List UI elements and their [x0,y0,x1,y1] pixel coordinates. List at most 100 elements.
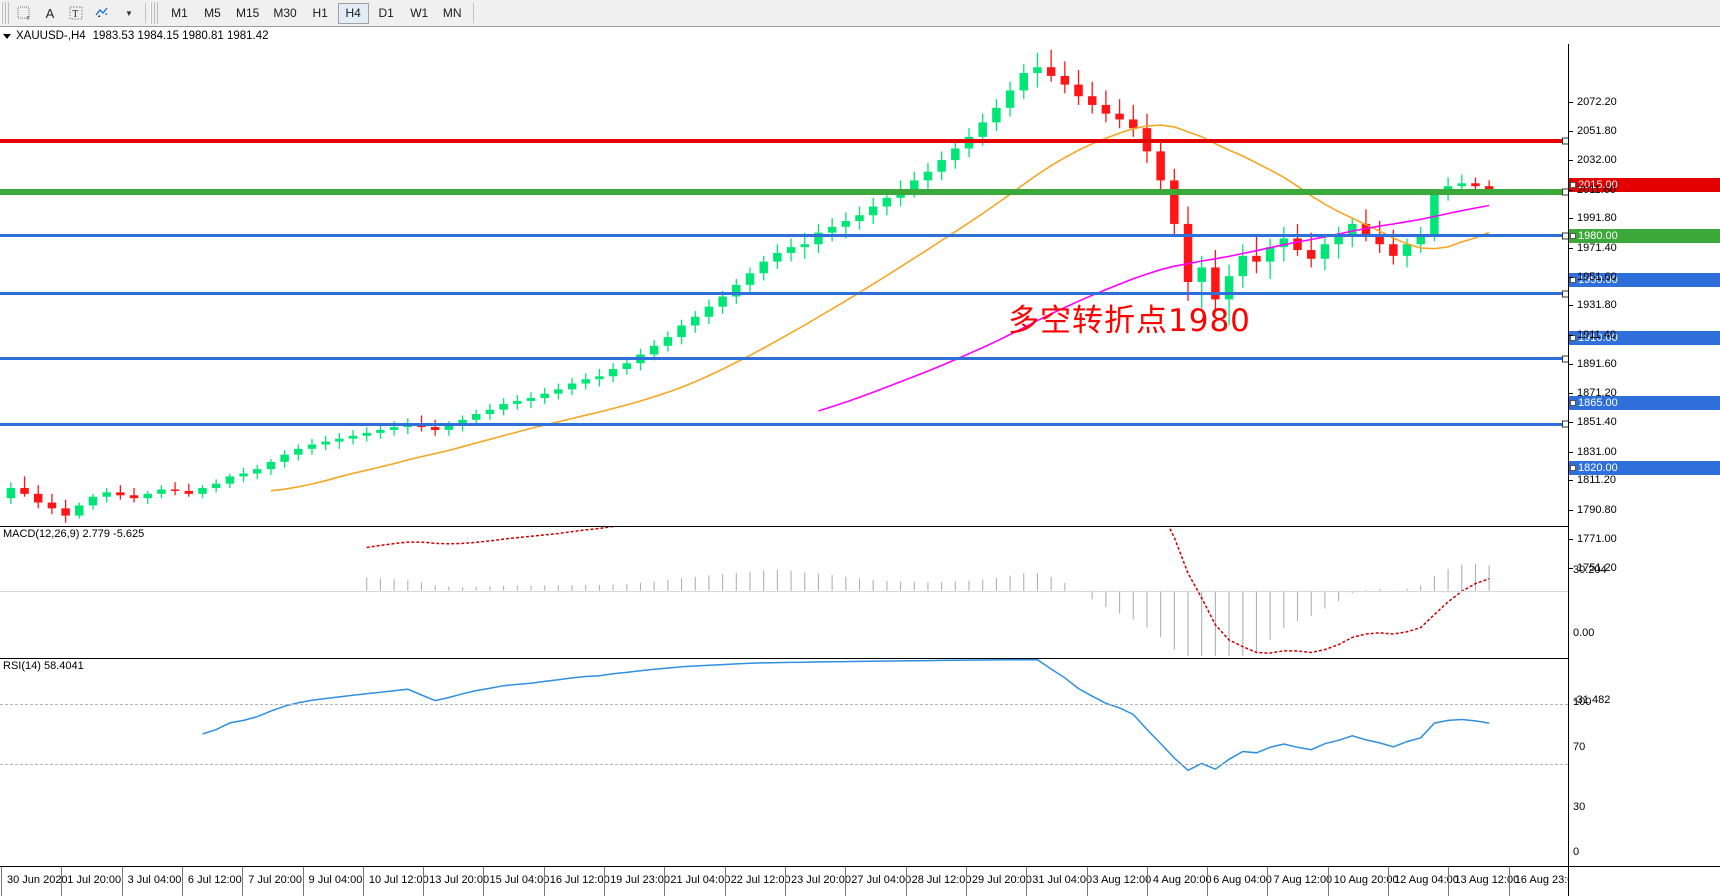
time-tick-2: 3 Jul 04:00 [121,867,181,896]
tick-dash [1569,422,1573,424]
label-icon[interactable]: T [64,2,88,25]
price-level-label-1980-00[interactable]: 1980.00 [1569,229,1720,243]
level-label-handle[interactable] [1570,182,1576,189]
price-tick-label: 1891.60 [1577,357,1617,370]
price-level-label-1865-00[interactable]: 1865.00 [1569,395,1720,410]
price-level-line-1910-00[interactable] [0,290,1568,298]
toolbar-drag-handle[interactable] [1,2,9,24]
price-scale-axis[interactable]: 2015.00 1980.00 1950.00 1910.00 1865.00 1820.… [1568,44,1720,896]
tick-dash [1569,363,1573,365]
tick-dash [1569,451,1573,453]
time-tick-6: 10 Jul 12:00 [362,867,429,896]
macd-signal-line [366,527,1490,654]
level-label-handle[interactable] [1570,334,1576,341]
timeframe-button-mn[interactable]: MN [442,6,462,20]
time-tick-25: 16 Aug 23:00 [1508,867,1580,896]
time-tick-13: 23 Jul 20:00 [785,867,851,896]
price-tick-1931-80: 1931.80 [1569,299,1617,312]
price-level-line-1950-00[interactable] [0,232,1568,240]
price-panel[interactable]: 多空转折点1980 [0,44,1568,524]
time-tick-11: 21 Jul 04:00 [664,867,730,896]
rsi-tick-100: 100 [1569,696,1591,709]
level-anchor-handle[interactable] [1562,290,1568,298]
time-scale-axis[interactable]: 30 Jun 2020 1 Jul 20:00 3 Jul 04:00 6 Jul 1… [0,866,1580,896]
level-label-handle[interactable] [1570,465,1576,472]
timeframe-button-d1[interactable]: D1 [378,6,394,20]
level-label-handle[interactable] [1570,276,1576,283]
timeframe-button-m1[interactable]: M1 [171,6,188,20]
timeframe-button-m15[interactable]: M15 [236,6,260,20]
price-level-line-2015-00[interactable] [0,137,1568,145]
svg-text:F: F [27,16,30,21]
price-tick-label: 1771.00 [1577,532,1617,545]
text-icon[interactable]: A [45,5,55,21]
level-label-handle[interactable] [1570,399,1576,406]
ma-line-20 [270,124,1490,492]
price-level-label-1820-00[interactable]: 1820.00 [1569,461,1720,476]
chart-annotation-text: 多空转折点1980 [1008,303,1251,340]
candlestick-series [6,49,1494,523]
price-plot [6,49,1494,523]
time-tick-16: 29 Jul 20:00 [965,867,1032,896]
time-tick-14: 27 Jul 04:00 [845,867,911,896]
rsi-guide-70 [0,704,1568,705]
price-tick-label: 1790.80 [1577,504,1617,517]
price-tick-2011-60: 2011.60 [1569,184,1616,197]
time-tick-10: 19 Jul 23:00 [604,867,670,896]
price-tick-label: 2072.20 [1577,95,1617,108]
rsi-panel[interactable]: RSI(14) 58.4041 [0,658,1568,808]
macd-tick-1: 0.00 [1569,627,1594,640]
price-tick-1851-40: 1851.40 [1569,416,1617,429]
level-anchor-handle[interactable] [1562,188,1568,196]
tick-dash [1569,567,1573,569]
objects-dropdown-arrow-icon[interactable]: ▼ [125,8,133,18]
symbol-info-line: XAUUSD-,H4 1983.53 1984.15 1980.81 1981.… [0,28,1720,44]
rsi-line [202,659,1490,772]
level-anchor-handle[interactable] [1562,420,1568,428]
macd-panel[interactable]: MACD(12,26,9) 2.779 -5.625 [0,526,1568,656]
price-tick-2072-20: 2072.20 [1569,96,1617,109]
timeframe-button-m30[interactable]: M30 [273,6,297,20]
symbol-ohlc: 1983.53 1984.15 1980.81 1981.42 [92,30,269,42]
rsi-guide-30 [0,764,1568,765]
tick-dash [1569,218,1573,220]
macd-tick-label: 0.00 [1573,627,1595,640]
rsi-tick-30: 30 [1569,801,1585,814]
chart-menu-caret-icon[interactable] [3,33,11,39]
time-tick-9: 16 Jul 12:00 [543,867,610,896]
timeframe-button-m5[interactable]: M5 [204,6,221,20]
price-level-label-1910-00[interactable]: 1910.00 [1569,330,1720,345]
rsi-indicator-label: RSI(14) 58.4041 [3,660,84,672]
timeframe-button-h1[interactable]: H1 [312,6,328,20]
price-level-line-1820-00[interactable] [0,420,1568,428]
price-level-line-1865-00[interactable] [0,355,1568,363]
price-tick-1911-40: 1911.40 [1569,329,1616,342]
price-tick-label: 2032.00 [1577,154,1617,167]
time-tick-4: 7 Jul 20:00 [242,867,302,896]
timeframe-button-h4[interactable]: H4 [337,2,369,24]
level-label-handle[interactable] [1570,233,1576,239]
price-tick-1991-80: 1991.80 [1569,212,1617,225]
objects-icon[interactable] [90,2,115,25]
price-level-label-1950-00[interactable]: 1950.00 [1569,272,1720,287]
timeframe-group: M1 M5 M15 M30 H1 H4 D1 W1 MN [164,2,470,24]
price-tick-1871-20: 1871.20 [1569,387,1617,400]
price-tick-1951-60: 1951.60 [1569,271,1617,284]
price-level-label-2015-00[interactable]: 2015.00 [1569,178,1720,193]
time-tick-1: 1 Jul 20:00 [61,867,121,896]
crosshair-icon[interactable]: F [12,2,36,25]
level-anchor-handle[interactable] [1562,232,1568,240]
price-tick-1831-00: 1831.00 [1569,446,1617,459]
tick-dash [1569,305,1573,307]
level-anchor-handle[interactable] [1562,137,1568,145]
timeframe-group-drag-handle[interactable] [150,2,158,24]
level-anchor-handle[interactable] [1562,355,1568,363]
time-tick-3: 6 Jul 12:00 [181,867,242,896]
tick-dash [1569,335,1573,337]
time-tick-12: 22 Jul 12:00 [724,867,791,896]
chart-canvas-area[interactable]: 多空转折点1980 MACD(12,26,9) 2.779 -5.625 RSI… [0,44,1568,896]
price-level-line-1980-00[interactable] [0,188,1568,196]
timeframe-button-w1[interactable]: W1 [410,6,429,20]
price-tick-label: 1951.60 [1577,270,1617,283]
tick-dash [1569,160,1573,162]
